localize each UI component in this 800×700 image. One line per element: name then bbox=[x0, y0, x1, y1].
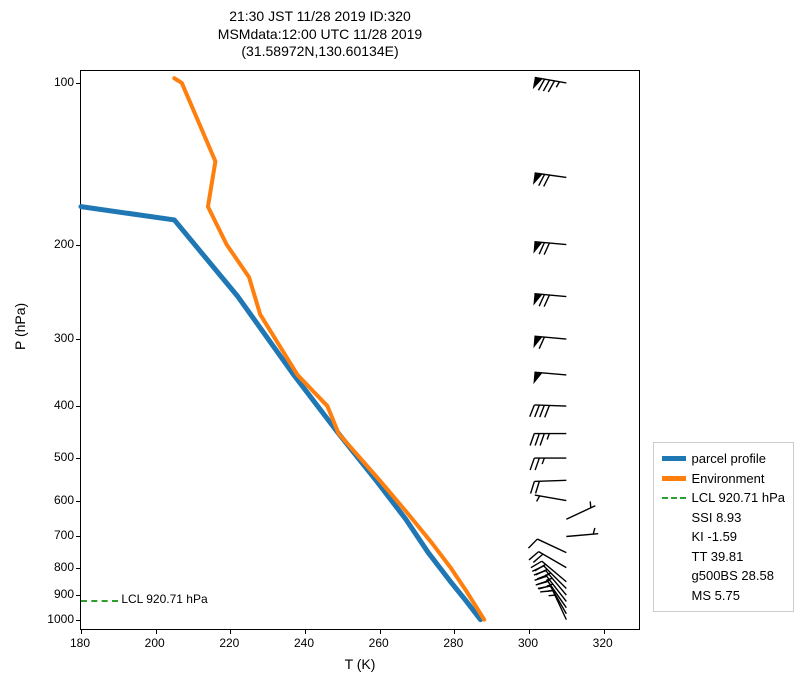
y-tick-label: 600 bbox=[34, 493, 74, 507]
legend-label: KI -1.59 bbox=[692, 527, 738, 547]
y-tick-label: 300 bbox=[34, 331, 74, 345]
title-line-3: (31.58972N,130.60134E) bbox=[0, 43, 640, 61]
x-tick-label: 300 bbox=[518, 636, 538, 650]
x-tick-mark bbox=[529, 629, 530, 634]
legend-item: MS 5.75 bbox=[662, 586, 785, 606]
wind-barbs-svg bbox=[81, 71, 641, 631]
legend-label: g500BS 28.58 bbox=[692, 566, 774, 586]
y-tick-mark bbox=[76, 339, 81, 340]
legend-label: MS 5.75 bbox=[692, 586, 740, 606]
x-tick-label: 180 bbox=[70, 636, 90, 650]
y-tick-label: 900 bbox=[34, 587, 74, 601]
legend-item: TT 39.81 bbox=[662, 547, 785, 567]
legend-item: Environment bbox=[662, 469, 785, 489]
plot-area: LCL 920.71 hPa bbox=[80, 70, 640, 630]
y-tick-label: 800 bbox=[34, 560, 74, 574]
y-tick-mark bbox=[76, 245, 81, 246]
chart-title: 21:30 JST 11/28 2019 ID:320 MSMdata:12:0… bbox=[0, 8, 640, 61]
title-line-1: 21:30 JST 11/28 2019 ID:320 bbox=[0, 8, 640, 26]
x-tick-mark bbox=[230, 629, 231, 634]
x-tick-label: 240 bbox=[294, 636, 314, 650]
legend-item: g500BS 28.58 bbox=[662, 566, 785, 586]
lcl-annotation: LCL 920.71 hPa bbox=[121, 592, 207, 606]
y-tick-mark bbox=[76, 595, 81, 596]
chart-container: 21:30 JST 11/28 2019 ID:320 MSMdata:12:0… bbox=[0, 0, 800, 700]
y-tick-label: 400 bbox=[34, 398, 74, 412]
x-tick-mark bbox=[81, 629, 82, 634]
x-tick-mark bbox=[604, 629, 605, 634]
y-tick-mark bbox=[76, 458, 81, 459]
y-tick-mark bbox=[76, 568, 81, 569]
legend-item: SSI 8.93 bbox=[662, 508, 785, 528]
legend: parcel profileEnvironmentLCL 920.71 hPaS… bbox=[653, 442, 794, 612]
y-tick-mark bbox=[76, 536, 81, 537]
x-tick-mark bbox=[454, 629, 455, 634]
legend-label: Environment bbox=[692, 469, 765, 489]
legend-swatch bbox=[662, 497, 686, 499]
y-tick-mark bbox=[76, 501, 81, 502]
y-axis-label: P (hPa) bbox=[12, 303, 28, 350]
y-tick-mark bbox=[76, 620, 81, 621]
x-tick-mark bbox=[156, 629, 157, 634]
legend-label: TT 39.81 bbox=[692, 547, 744, 567]
y-tick-label: 700 bbox=[34, 528, 74, 542]
legend-item: KI -1.59 bbox=[662, 527, 785, 547]
legend-label: SSI 8.93 bbox=[692, 508, 742, 528]
title-line-2: MSMdata:12:00 UTC 11/28 2019 bbox=[0, 26, 640, 44]
x-tick-label: 220 bbox=[219, 636, 239, 650]
legend-swatch bbox=[662, 476, 686, 481]
legend-swatch bbox=[662, 456, 686, 461]
y-tick-mark bbox=[76, 83, 81, 84]
legend-item: parcel profile bbox=[662, 449, 785, 469]
y-tick-label: 1000 bbox=[34, 612, 74, 626]
legend-label: LCL 920.71 hPa bbox=[692, 488, 785, 508]
y-tick-mark bbox=[76, 406, 81, 407]
x-tick-label: 320 bbox=[593, 636, 613, 650]
x-tick-label: 200 bbox=[145, 636, 165, 650]
y-tick-label: 500 bbox=[34, 450, 74, 464]
y-tick-label: 200 bbox=[34, 237, 74, 251]
x-tick-label: 260 bbox=[369, 636, 389, 650]
y-tick-label: 100 bbox=[34, 75, 74, 89]
legend-item: LCL 920.71 hPa bbox=[662, 488, 785, 508]
legend-label: parcel profile bbox=[692, 449, 766, 469]
x-tick-mark bbox=[380, 629, 381, 634]
x-tick-mark bbox=[305, 629, 306, 634]
x-tick-label: 280 bbox=[443, 636, 463, 650]
x-axis-label: T (K) bbox=[80, 656, 640, 672]
lcl-line bbox=[81, 600, 118, 602]
